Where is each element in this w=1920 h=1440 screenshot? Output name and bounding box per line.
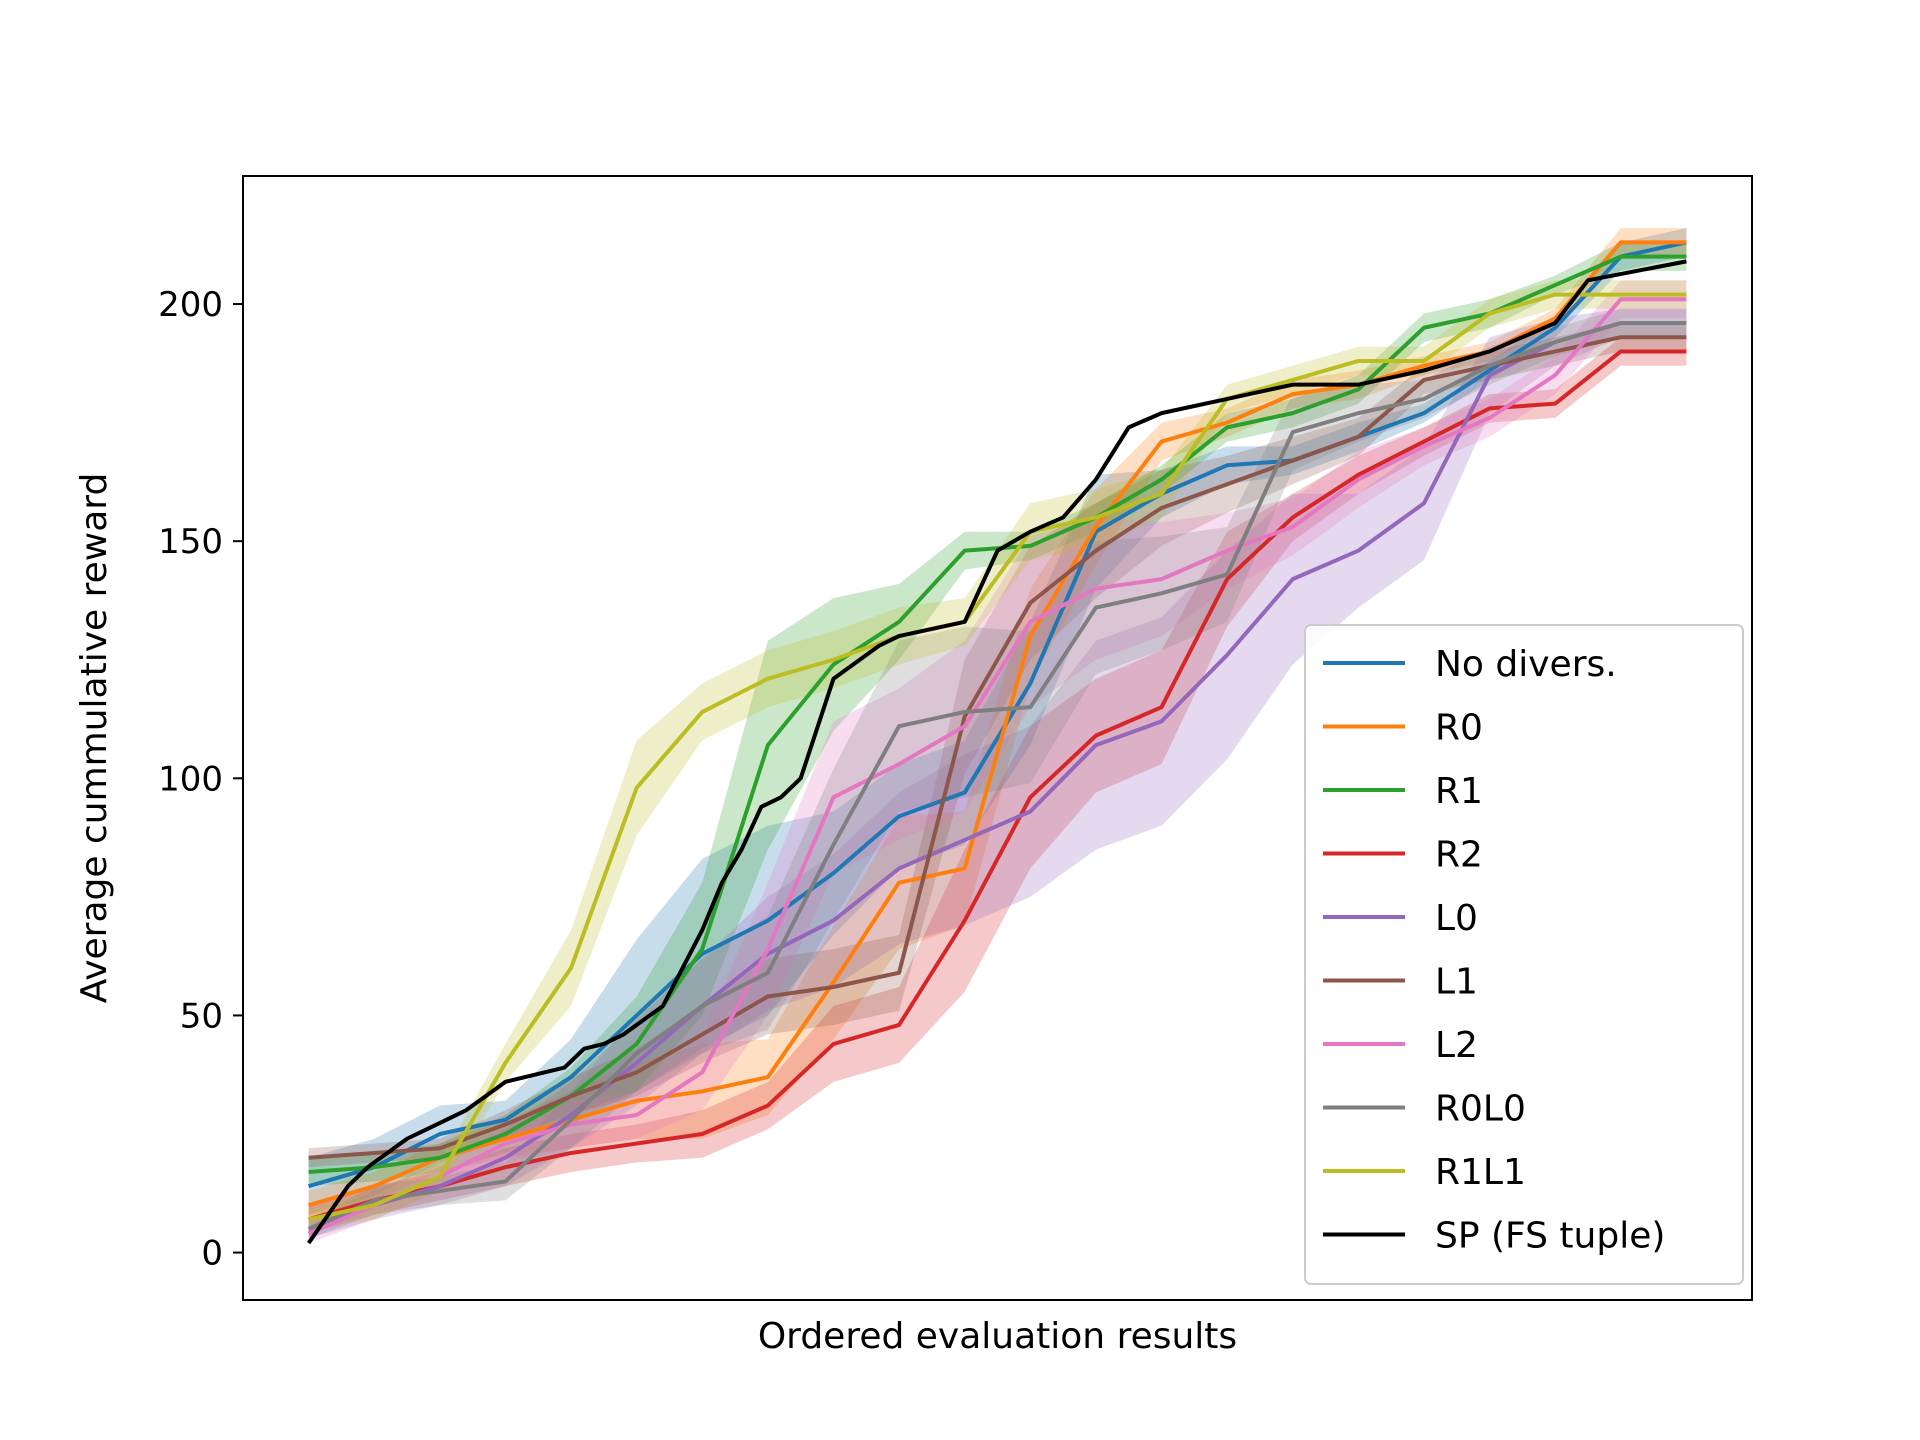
line-series-7 [307,321,1687,1231]
band-series-4 [308,308,1687,1239]
legend-label-2: R1 [1435,771,1483,812]
legend-label-9: SP (FS tuple) [1435,1216,1665,1257]
line-series-5 [308,335,1687,1160]
y-tick-label: 100 [158,759,223,799]
y-tick-label: 150 [158,522,223,562]
legend-label-5: L1 [1435,962,1478,1003]
legend: No divers. R0 R1 R2 L0 L1 L2 R0L0 R1L1 SP (FS tup… [1304,624,1744,1285]
line-series-3 [308,349,1687,1222]
y-tick-label: 0 [201,1234,223,1274]
band-series-7 [308,308,1687,1239]
x-axis-label: Ordered evaluation results [758,1316,1237,1357]
plot-area-frame [242,175,1753,1301]
confidence-bands [308,228,1687,1244]
legend-label-7: R0L0 [1435,1089,1526,1130]
legend-label-6: L2 [1435,1025,1478,1066]
y-axis-label: Average cummulative reward [74,473,115,1004]
legend-label-3: R2 [1435,835,1483,876]
legend-label-8: R1L1 [1435,1152,1526,1193]
series-lines [306,240,1687,1245]
band-series-0 [308,228,1687,1215]
y-axis-ticks: 0 50 100 150 200 [158,285,243,1274]
band-series-6 [308,280,1687,1244]
line-series-8 [308,292,1687,1222]
legend-label-1: R0 [1435,708,1483,749]
band-series-1 [308,228,1687,1220]
line-series-2 [308,254,1687,1174]
line-series-0 [308,240,1687,1189]
legend-label-0: No divers. [1435,644,1617,685]
line-series-1 [308,240,1687,1208]
legend-box [1304,624,1744,1285]
line-series-9 [306,259,1687,1245]
line-series-4 [307,321,1687,1231]
legend-label-4: L0 [1435,898,1478,939]
y-tick-label: 200 [158,285,223,325]
line-series-6 [307,297,1687,1236]
y-tick-label: 50 [180,996,223,1036]
